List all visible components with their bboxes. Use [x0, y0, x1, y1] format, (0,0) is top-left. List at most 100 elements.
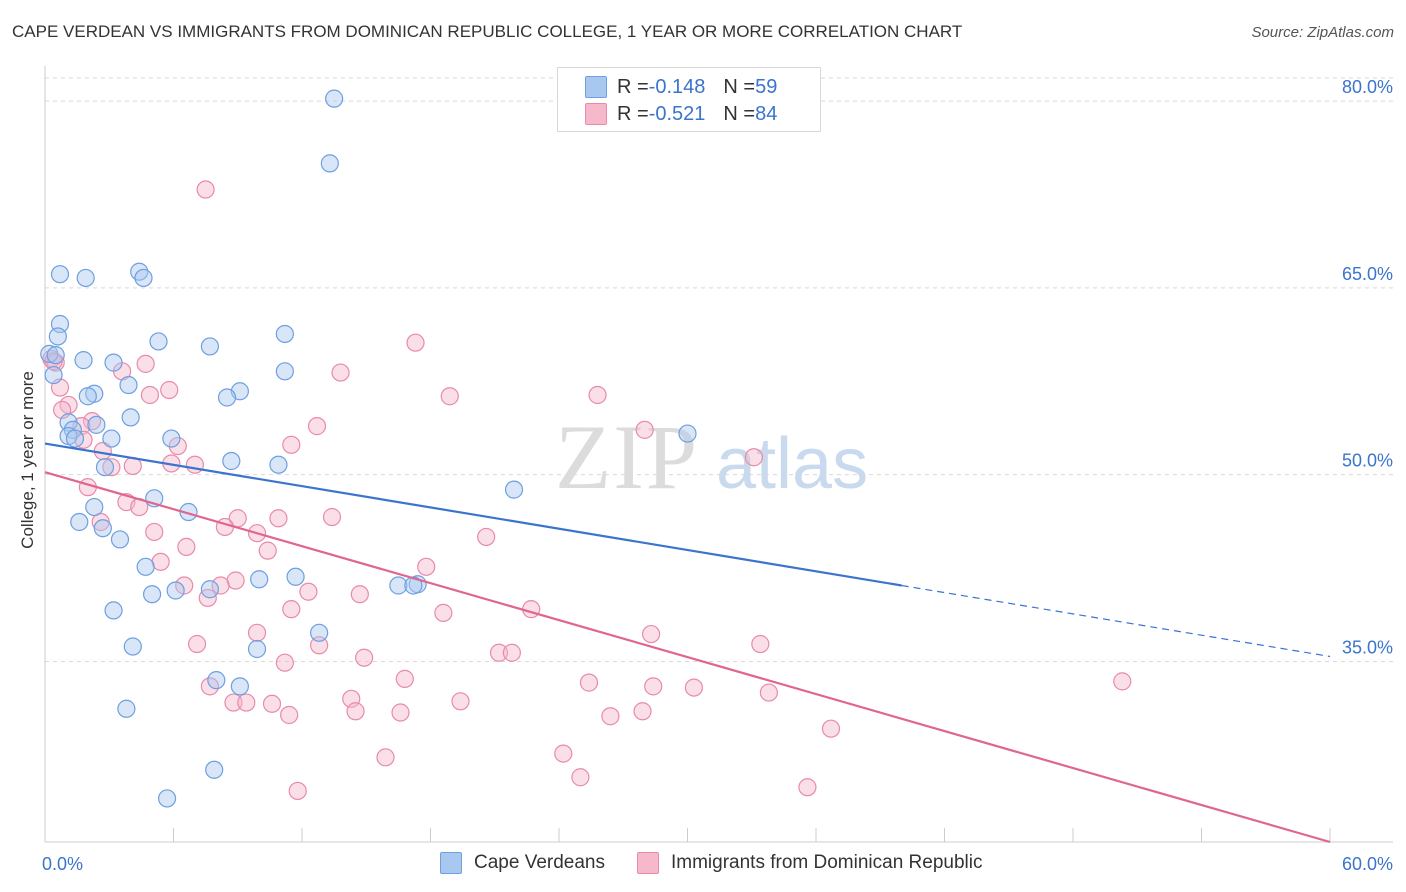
cape-verdean-point: [40, 344, 59, 363]
dominican-point: [177, 537, 196, 556]
watermark: ZIP atlas: [555, 406, 868, 508]
cape-verdean-point: [310, 623, 329, 642]
cape-verdean-point: [205, 760, 224, 779]
cape-verdean-point: [93, 519, 112, 538]
cape-verdean-point: [247, 639, 267, 659]
dominican-point: [451, 692, 470, 711]
legend-r-label: R =: [617, 102, 649, 125]
dominican-point: [310, 636, 329, 655]
cape-verdean-point: [269, 455, 288, 474]
legend-r-value: -0.148: [648, 75, 706, 98]
bottom-legend-swatch-pink: [637, 852, 659, 874]
dominican-point: [759, 683, 778, 702]
cape-verdean-point: [389, 576, 408, 595]
cape-verdean-point: [149, 332, 168, 351]
cape-verdean-point: [95, 458, 115, 477]
cape-verdean-point: [207, 671, 226, 690]
dominican-point: [633, 702, 652, 721]
axes: [44, 66, 1393, 843]
dominican-point: [322, 507, 342, 527]
y-axis-label: College, 1 year or more: [18, 371, 37, 549]
dominican-point: [185, 455, 205, 474]
dominican-point: [102, 458, 121, 477]
y-tick-label: 35.0%: [1342, 637, 1393, 657]
cape-verdean-trend-extension: [901, 584, 1331, 658]
x-tick-label-max: 60.0%: [1342, 854, 1393, 874]
cape-verdean-point: [48, 327, 67, 346]
dominican-point: [434, 603, 453, 622]
legend-n-value: 84: [755, 102, 778, 125]
dominican-point: [417, 557, 436, 576]
grid-lines: [45, 77, 1393, 662]
cape-verdean-point: [70, 512, 89, 532]
dominican-point: [346, 702, 365, 721]
dominican-point: [224, 693, 243, 712]
dominican-point: [269, 509, 288, 528]
cape-verdean-point: [134, 268, 153, 288]
bottom-legend-label: Cape Verdeans: [474, 852, 605, 873]
cape-verdean-point: [162, 429, 181, 448]
cape-verdean-point: [157, 789, 177, 808]
bottom-legend-cape-verdeans: Cape Verdeans: [440, 852, 605, 874]
dominican-point: [262, 694, 282, 713]
dominican-point: [502, 643, 521, 662]
dominican-point: [376, 748, 395, 767]
cape-verdean-point: [275, 324, 294, 344]
dominican-point: [406, 333, 425, 352]
dominican-point: [196, 180, 215, 199]
dominican-point: [258, 541, 277, 560]
watermark-zip: ZIP: [555, 406, 699, 508]
cape-verdean-point: [404, 576, 423, 595]
dominican-point: [331, 363, 350, 382]
cape-verdean-point: [250, 570, 269, 589]
cape-verdean-point: [104, 601, 123, 620]
dominican-point: [554, 744, 573, 763]
cape-verdean-point: [678, 424, 697, 443]
dominican-point: [237, 693, 256, 712]
dominican-point: [215, 517, 234, 537]
cape-verdean-point: [142, 585, 162, 604]
legend-row-cape-verdean: R = -0.148 N = 59: [558, 73, 777, 101]
dominican-point: [140, 385, 160, 405]
y-tick-labels: 35.0% 50.0% 65.0% 80.0%: [1342, 77, 1393, 657]
cape-verdean-point: [217, 388, 237, 407]
cape-verdean-point: [74, 351, 93, 370]
cape-verdean-point: [230, 677, 249, 696]
cape-verdean-point: [78, 387, 97, 406]
y-tick-label: 65.0%: [1342, 264, 1393, 284]
dominican-point: [282, 600, 301, 619]
dominican-point: [160, 380, 179, 400]
cape-verdean-point: [121, 408, 140, 427]
dominican-point: [282, 435, 301, 454]
cape-verdean-point: [504, 480, 524, 499]
trend-lines: [44, 442, 1331, 844]
dominican-point: [751, 634, 770, 654]
dominican-point: [601, 707, 620, 726]
dominican-point: [684, 678, 704, 697]
cape-verdean-point: [87, 415, 106, 434]
dominican-point: [579, 673, 599, 692]
legend-row-dominican: R = -0.521 N = 84: [558, 100, 777, 128]
dominican-point: [821, 719, 841, 738]
dominican-point: [275, 653, 294, 672]
dominican-point: [635, 420, 654, 439]
chart-title: CAPE VERDEAN VS IMMIGRANTS FROM DOMINICA…: [12, 22, 963, 41]
dominican-point: [798, 778, 817, 797]
dominican-point: [175, 576, 194, 595]
legend-r-label: R =: [617, 75, 649, 98]
cape-verdean-trend-line: [44, 442, 902, 587]
legend: R = -0.148 N = 59 R = -0.521 N = 84: [557, 67, 821, 132]
series-dominican-points: [42, 180, 1132, 801]
legend-n-label: N =: [723, 102, 756, 125]
legend-r-value: -0.521: [648, 102, 706, 125]
cape-verdean-point: [200, 337, 220, 356]
x-tick-labels: 0.0% 60.0%: [42, 854, 1393, 874]
cape-verdean-point: [286, 567, 305, 586]
cape-verdean-point: [46, 346, 65, 365]
cape-verdean-point: [117, 699, 136, 718]
legend-n-label: N =: [723, 75, 756, 98]
dominican-point: [187, 634, 207, 654]
cape-verdean-point: [320, 154, 339, 173]
dominican-point: [307, 417, 327, 436]
cape-verdean-point: [76, 268, 95, 288]
